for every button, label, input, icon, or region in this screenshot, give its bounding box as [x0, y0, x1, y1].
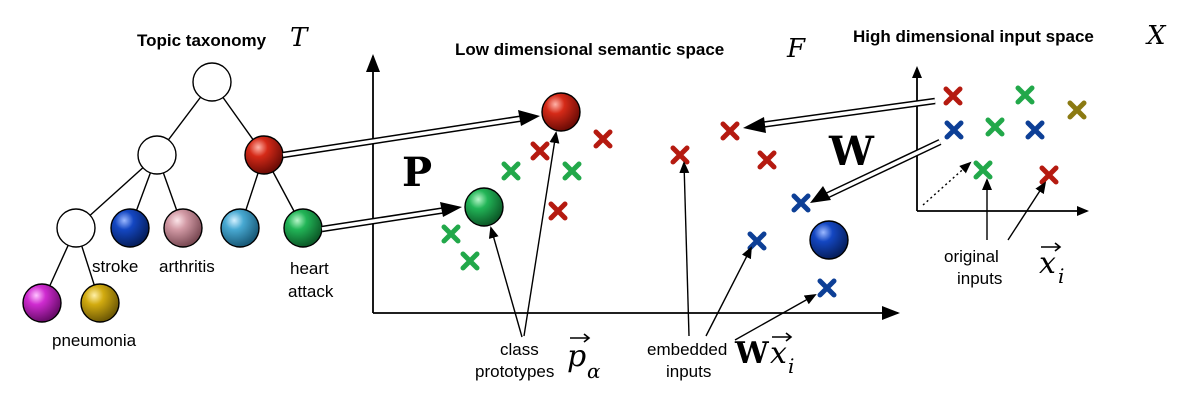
x-marker: [1015, 85, 1035, 105]
W-matrix-label: W: [828, 128, 875, 175]
p-alpha-label: p α: [567, 333, 601, 383]
semantic-space-title: Low dimensional semantic space F: [455, 34, 806, 64]
red-prototype: [541, 92, 581, 132]
root-node: [192, 62, 232, 102]
heart-attack-node: [283, 208, 323, 248]
Wx-sub: i: [788, 354, 794, 378]
mapping-P-arrows: [282, 110, 540, 233]
x-marker: [985, 117, 1005, 137]
p-alpha-base: p: [567, 339, 586, 374]
input-space-title: High dimensional input space X: [853, 21, 1167, 51]
x-marker: [670, 145, 690, 165]
x-marker: [562, 161, 582, 181]
taxonomy-title: Topic taxonomy T: [137, 23, 309, 53]
label-prototypes: prototypes: [475, 362, 554, 381]
p-alpha-sub: α: [587, 359, 601, 383]
x-marker: [943, 86, 963, 106]
semantic-title-text: Low dimensional semantic space: [455, 40, 724, 59]
x-marker: [530, 141, 550, 161]
x-i-label: x i: [1039, 242, 1064, 288]
x-marker: [548, 201, 568, 221]
teal-node: [220, 208, 260, 248]
x-marker: [1039, 165, 1059, 185]
x-marker: [720, 121, 740, 141]
Wx-base: x: [770, 336, 787, 371]
blue-prototype: [809, 220, 849, 260]
input-axes: [912, 66, 1089, 216]
x-marker: [593, 129, 613, 149]
vector-arrow-icon: [1041, 242, 1062, 252]
x-i-sub: i: [1058, 264, 1064, 288]
taxonomy-title-text: Topic taxonomy: [137, 31, 267, 50]
pneumonia-node: [80, 283, 120, 323]
internal-node-red: [244, 135, 284, 175]
label-class: class: [500, 340, 539, 359]
magenta-node: [22, 283, 62, 323]
vector-arrow-icon: [772, 332, 793, 342]
input-vector-dotted: [922, 161, 972, 206]
x-marker: [441, 224, 461, 244]
x-marker: [791, 193, 811, 213]
semantic-axes: [366, 54, 900, 320]
pointer-lines: [488, 131, 1047, 341]
input-title-text: High dimensional input space: [853, 27, 1094, 46]
x-marker: [501, 161, 521, 181]
arthritis-node: [163, 208, 203, 248]
x-marker: [817, 278, 837, 298]
label-original: original: [944, 247, 999, 266]
P-matrix-label: P: [402, 149, 432, 196]
x-marker: [757, 150, 777, 170]
label-original-inputs: inputs: [957, 269, 1002, 288]
semantic-markers: [441, 121, 837, 298]
internal-node-left: [137, 135, 177, 175]
internal-node-lower: [56, 208, 96, 248]
label-inputs: inputs: [666, 362, 711, 381]
x-marker: [747, 231, 767, 251]
mapping-W-arrows: [743, 97, 942, 203]
Wx-label: W x i: [734, 332, 794, 378]
x-marker: [460, 251, 480, 271]
x-marker: [944, 120, 964, 140]
green-prototype: [464, 187, 504, 227]
vector-arrow-icon: [570, 333, 591, 343]
label-attack: attack: [288, 282, 334, 301]
x-marker: [1025, 120, 1045, 140]
label-pneumonia: pneumonia: [52, 331, 137, 350]
label-stroke: stroke: [92, 257, 138, 276]
x-marker: [1067, 100, 1087, 120]
taxonomy-nodes: [22, 62, 323, 323]
stroke-node: [110, 208, 150, 248]
input-markers: [943, 85, 1087, 185]
label-arthritis: arthritis: [159, 257, 215, 276]
label-embedded: embedded: [647, 340, 727, 359]
semantic-symbol: F: [786, 34, 806, 64]
x-i-base: x: [1039, 246, 1056, 281]
x-marker: [973, 160, 993, 180]
label-heart: heart: [290, 259, 329, 278]
taxonomy-symbol: T: [290, 23, 309, 53]
input-symbol: X: [1145, 21, 1167, 51]
Wx-bold: W: [734, 336, 770, 371]
